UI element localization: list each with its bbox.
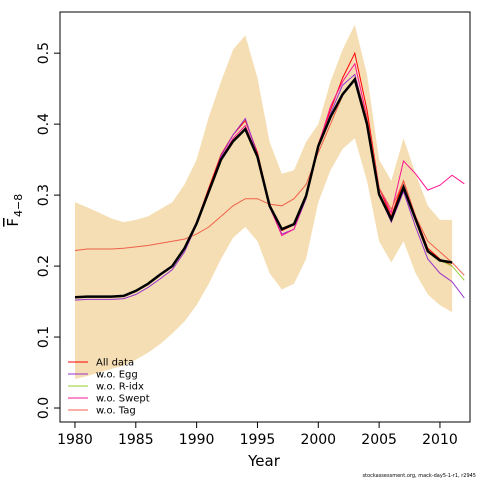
legend-label: w.o. Swept [96, 394, 150, 405]
y-label-sub: 4−8 [12, 194, 25, 217]
x-tick-label: 1990 [179, 432, 215, 448]
x-tick-label: 1980 [57, 432, 93, 448]
x-tick-label: 2000 [300, 432, 336, 448]
plot-frame [59, 11, 471, 423]
y-tick-label: 0.3 [36, 184, 52, 206]
y-tick-label: 0.0 [36, 397, 52, 419]
x-tick-label: 2005 [361, 432, 397, 448]
y-tick-label: 0.5 [36, 42, 52, 64]
x-axis-label: Year [247, 452, 281, 470]
legend-label: All data [96, 358, 134, 369]
legend-label: w.o. Tag [96, 406, 136, 417]
y-tick-label: 0.2 [36, 255, 52, 277]
y-axis-label: F 4−8 [4, 194, 25, 227]
x-tick-label: 1995 [240, 432, 276, 448]
legend-label: w.o. Egg [96, 370, 138, 381]
y-tick-label: 0.4 [36, 113, 52, 135]
footer: stockassessment.org, mack-day5-1-r1, r29… [362, 473, 476, 479]
estimate-line [74, 76, 453, 299]
y-tick-label: 0.1 [36, 326, 52, 348]
legend-label: w.o. R-idx [96, 382, 144, 393]
x-tick-label: 2010 [422, 432, 458, 448]
x-tick-label: 1985 [118, 432, 154, 448]
y-label-main: F [4, 218, 22, 227]
